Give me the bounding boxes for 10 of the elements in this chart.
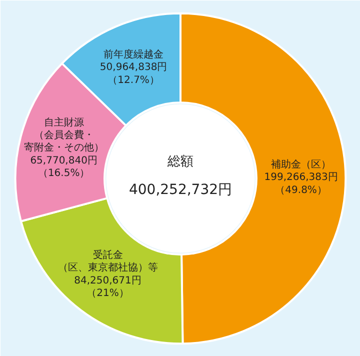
slice-label: 自主財源（会員会費・寄附金・その他）: [24, 116, 104, 154]
text: 400,252,732円: [128, 182, 232, 198]
slice-label: 前年度繰越金: [104, 48, 164, 61]
text: 総額: [166, 154, 194, 170]
slice-label: 受託金（区、東京都社協）等: [58, 248, 158, 274]
data-label: 50,964,838円（12.7%）: [100, 62, 168, 86]
data-label: 65,770,840円（16.5%）: [30, 155, 98, 180]
data-label: 84,250,671円（21%）: [74, 275, 142, 299]
data-label: 199,266,383円（49.8%）: [264, 172, 338, 196]
slice-label: 補助金（区）: [271, 158, 332, 171]
